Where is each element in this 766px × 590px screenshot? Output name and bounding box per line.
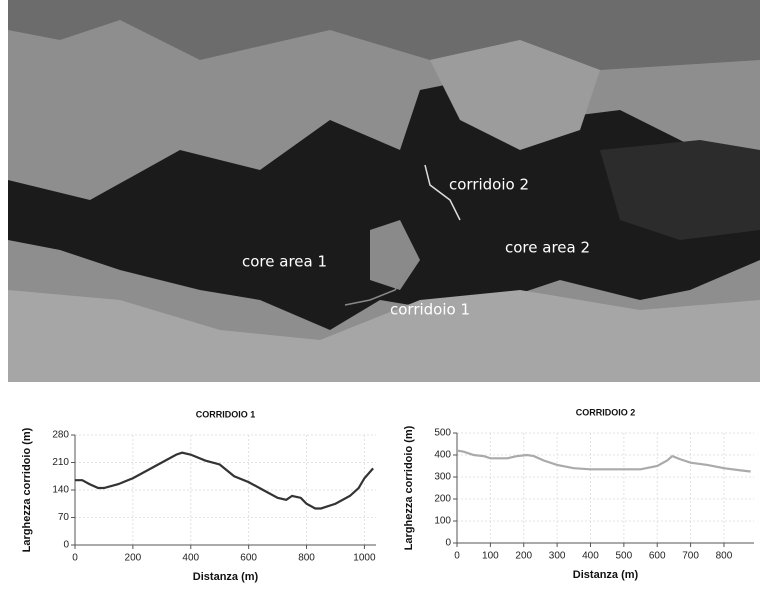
figure: corridoio 2 core area 1 core area 2 corr… [0, 0, 766, 585]
page: {"map": {"labels": ["corridoio 2", "core… [0, 0, 766, 585]
y-tick-label: 70 [58, 512, 70, 523]
x-tick-label: 500 [616, 551, 633, 562]
aerial-map: corridoio 2 core area 1 core area 2 corr… [8, 0, 760, 382]
data-line [75, 453, 373, 509]
y-tick-label: 400 [434, 450, 451, 461]
map-label: core area 1 [242, 253, 327, 271]
x-tick-label: 300 [549, 551, 566, 562]
x-axis-label: Distanza (m) [573, 569, 639, 581]
x-tick-label: 0 [454, 551, 460, 562]
x-tick-label: 0 [72, 553, 78, 564]
y-tick-label: 500 [434, 428, 451, 439]
map-label: core area 2 [505, 239, 590, 257]
x-tick-label: 700 [682, 551, 699, 562]
y-tick-label: 0 [445, 538, 451, 549]
y-tick-label: 280 [52, 430, 69, 441]
y-tick-label: 200 [434, 494, 451, 505]
x-tick-label: 400 [182, 553, 199, 564]
x-tick-label: 200 [125, 553, 142, 564]
data-line [457, 451, 751, 472]
y-axis-label: Larghezza corridoio (m) [403, 425, 415, 550]
chart-title: CORRIDOIO 1 [196, 409, 256, 419]
y-tick-label: 140 [52, 485, 69, 496]
x-tick-label: 400 [582, 551, 599, 562]
x-tick-label: 800 [298, 553, 315, 564]
x-tick-label: 600 [240, 553, 257, 564]
chart: CORRIDOIO 2 Distanza (m) Larghezza corrido… [403, 407, 754, 581]
x-tick-label: 200 [515, 551, 532, 562]
map-label: corridoio 2 [449, 176, 529, 194]
chart-title: CORRIDOIO 2 [576, 407, 636, 417]
map-label: corridoio 1 [390, 301, 470, 319]
y-tick-label: 300 [434, 472, 451, 483]
x-axis-label: Distanza (m) [193, 571, 259, 583]
y-tick-label: 0 [63, 540, 69, 551]
y-axis-label: Larghezza corridoio (m) [21, 427, 33, 552]
x-tick-label: 1000 [353, 553, 376, 564]
chart: CORRIDOIO 1 Distanza (m) Larghezza corrido… [21, 409, 376, 583]
y-tick-label: 100 [434, 516, 451, 527]
x-tick-label: 600 [649, 551, 666, 562]
x-tick-label: 800 [716, 551, 733, 562]
y-tick-label: 210 [52, 457, 69, 468]
x-tick-label: 100 [482, 551, 499, 562]
